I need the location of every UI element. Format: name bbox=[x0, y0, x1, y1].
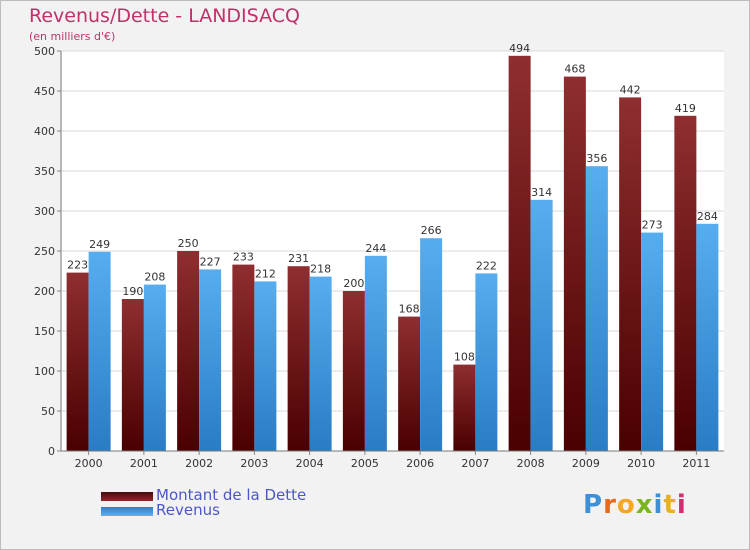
data-label-dette-2008: 494 bbox=[509, 42, 530, 55]
bar-revenus-2010 bbox=[641, 232, 664, 451]
bar-dette-2008 bbox=[508, 55, 531, 452]
y-tick-label: 150 bbox=[34, 325, 55, 338]
y-tick-label: 0 bbox=[48, 445, 55, 458]
data-label-revenus-2004: 218 bbox=[310, 263, 331, 276]
data-label-dette-2004: 231 bbox=[288, 252, 309, 265]
bar-revenus-2002 bbox=[199, 269, 222, 451]
y-tick-label: 100 bbox=[34, 365, 55, 378]
data-label-revenus-2006: 266 bbox=[421, 224, 442, 237]
x-tick-label-2008: 2008 bbox=[517, 457, 545, 470]
logo-letter: o bbox=[616, 490, 636, 520]
bar-revenus-2005 bbox=[364, 255, 387, 451]
legend-label-dette: Montant de la Dette bbox=[156, 486, 307, 504]
bar-revenus-2009 bbox=[585, 166, 608, 451]
x-tick-label-2001: 2001 bbox=[130, 457, 158, 470]
logo-letter: i bbox=[653, 490, 664, 520]
y-tick-label: 450 bbox=[34, 85, 55, 98]
bar-revenus-2008 bbox=[530, 199, 553, 451]
data-label-revenus-2010: 273 bbox=[642, 219, 663, 232]
data-label-revenus-2008: 314 bbox=[531, 186, 552, 199]
y-tick-label: 200 bbox=[34, 285, 55, 298]
data-label-revenus-2001: 208 bbox=[144, 271, 165, 284]
logo-letter: i bbox=[676, 490, 687, 520]
bar-dette-2002 bbox=[177, 251, 200, 451]
data-label-dette-2009: 468 bbox=[564, 63, 585, 76]
bar-dette-2006 bbox=[398, 316, 421, 451]
x-tick-label-2007: 2007 bbox=[461, 457, 489, 470]
x-tick-label-2009: 2009 bbox=[572, 457, 600, 470]
x-tick-label-2000: 2000 bbox=[75, 457, 103, 470]
data-label-dette-2010: 442 bbox=[620, 83, 641, 96]
bar-dette-2011 bbox=[674, 115, 697, 452]
x-tick-label-2010: 2010 bbox=[627, 457, 655, 470]
x-tick-label-2004: 2004 bbox=[296, 457, 324, 470]
legend-swatch-dette bbox=[101, 492, 153, 501]
bar-dette-2009 bbox=[563, 76, 586, 451]
data-label-dette-2006: 168 bbox=[399, 303, 420, 316]
y-tick-label: 50 bbox=[41, 405, 55, 418]
data-label-dette-2002: 250 bbox=[178, 237, 199, 250]
legend-swatch-revenus bbox=[101, 507, 153, 516]
x-tick-label-2006: 2006 bbox=[406, 457, 434, 470]
bar-dette-2007 bbox=[453, 364, 476, 451]
bar-dette-2004 bbox=[287, 266, 310, 451]
bar-dette-2003 bbox=[232, 264, 255, 451]
bar-dette-2010 bbox=[619, 97, 642, 452]
bar-dette-2001 bbox=[121, 299, 144, 451]
data-label-revenus-2003: 212 bbox=[255, 267, 276, 280]
y-tick-label: 400 bbox=[34, 125, 55, 138]
bar-revenus-2004 bbox=[309, 276, 332, 451]
x-tick-label-2002: 2002 bbox=[185, 457, 213, 470]
bar-revenus-2000 bbox=[88, 251, 111, 451]
bar-revenus-2006 bbox=[420, 238, 443, 451]
data-label-dette-2011: 419 bbox=[675, 102, 696, 115]
bar-revenus-2011 bbox=[696, 223, 719, 451]
data-label-revenus-2009: 356 bbox=[586, 152, 607, 165]
chart-title: Revenus/Dette - LANDISACQ bbox=[29, 5, 300, 27]
bar-revenus-2001 bbox=[143, 284, 166, 451]
data-label-revenus-2005: 244 bbox=[365, 242, 386, 255]
x-tick-label-2003: 2003 bbox=[240, 457, 268, 470]
logo-letter: x bbox=[635, 490, 654, 520]
data-label-dette-2007: 108 bbox=[454, 351, 475, 364]
logo-letter: P bbox=[583, 490, 604, 520]
data-label-revenus-2007: 222 bbox=[476, 259, 497, 272]
data-label-dette-2003: 233 bbox=[233, 251, 254, 264]
logo-letter: r bbox=[603, 490, 617, 520]
data-label-dette-2000: 223 bbox=[67, 259, 88, 272]
bar-revenus-2003 bbox=[254, 281, 277, 451]
legend-label-revenus: Revenus bbox=[156, 501, 220, 519]
data-label-revenus-2000: 249 bbox=[89, 238, 110, 251]
proxiti-logo: Proxiti bbox=[583, 490, 687, 520]
y-tick-label: 350 bbox=[34, 165, 55, 178]
y-tick-label: 300 bbox=[34, 205, 55, 218]
bar-dette-2000 bbox=[66, 272, 89, 451]
logo-letter: t bbox=[663, 490, 677, 520]
y-tick-label: 500 bbox=[34, 45, 55, 58]
chart-subtitle: (en milliers d'€) bbox=[29, 30, 116, 43]
data-label-revenus-2011: 284 bbox=[697, 210, 718, 223]
data-label-dette-2005: 200 bbox=[343, 277, 364, 290]
bar-revenus-2007 bbox=[475, 273, 498, 451]
data-label-dette-2001: 190 bbox=[122, 285, 143, 298]
bar-dette-2005 bbox=[342, 291, 365, 451]
x-tick-label-2005: 2005 bbox=[351, 457, 379, 470]
y-tick-label: 250 bbox=[34, 245, 55, 258]
data-label-revenus-2002: 227 bbox=[200, 255, 221, 268]
x-tick-label-2011: 2011 bbox=[682, 457, 710, 470]
